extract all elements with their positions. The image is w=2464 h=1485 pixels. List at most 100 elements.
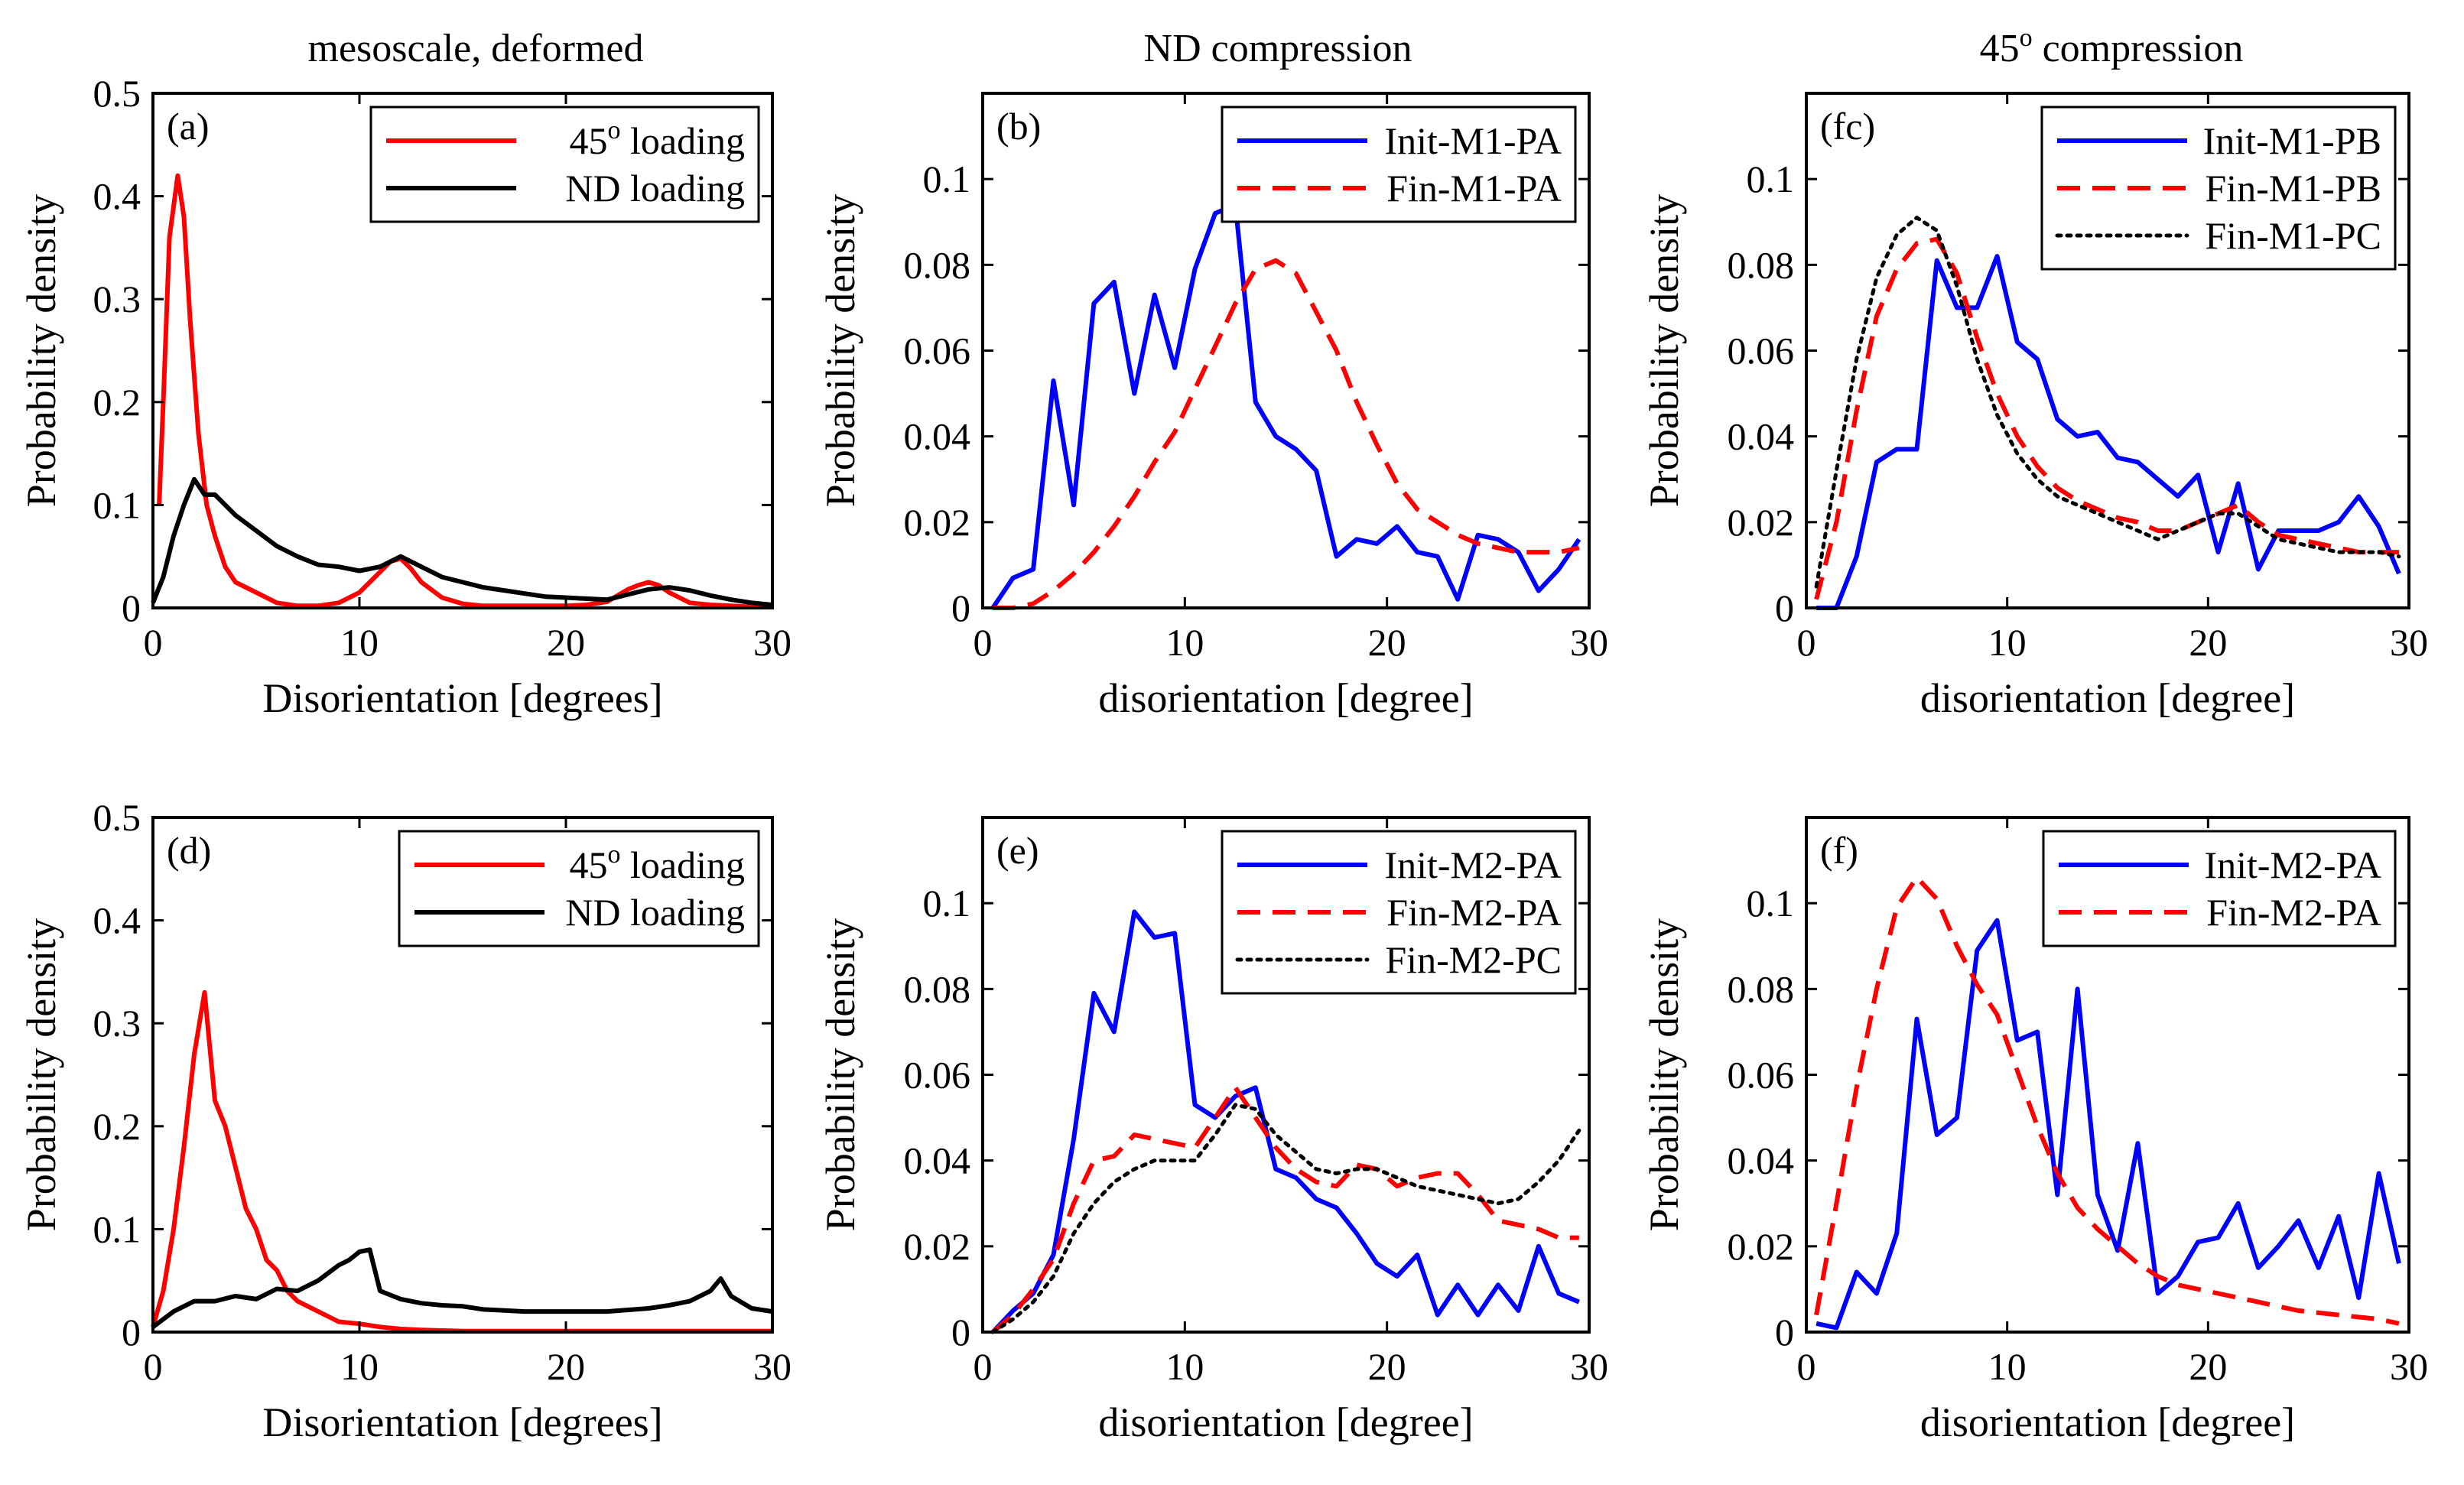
y-tick-label-c-0: 0: [1775, 587, 1794, 629]
x-axis-label-e: disorientation [degree]: [1098, 1399, 1473, 1445]
x-tick-label-f-3: 30: [2390, 1345, 2428, 1388]
y-tick-label-d-5: 0.5: [93, 796, 141, 839]
y-tick-label-c-2: 0.04: [1728, 415, 1795, 458]
y-tick-label-c-4: 0.08: [1728, 243, 1795, 286]
panel-e: 0 10 20 30 0 0.02 0.04 0.06 0.08 0.1 disorientatio…: [818, 816, 1608, 1445]
panel-label-e: (e): [996, 829, 1039, 872]
x-tick-label-a-3: 30: [753, 621, 792, 664]
series-line-a-1: [157, 173, 772, 609]
y-tick-label-b-3: 0.06: [904, 330, 971, 372]
y-tick-label-f-3: 0.06: [1728, 1054, 1795, 1097]
y-tick-label-b-1: 0.02: [904, 501, 971, 544]
legend-label-a-1: 45o loading: [570, 116, 745, 162]
panel-d: 0 10 20 30 0 0.1 0.2 0.3 0.4 0.5 Disorientation [d…: [18, 796, 792, 1445]
y-tick-label-d-2: 0.2: [93, 1105, 141, 1148]
panel-a: 0 10 20 30 0 0.1 0.2 0.3 0.4 0.5 Disorientation [d…: [18, 72, 792, 721]
legend-label-e-2: Fin-M2-PA: [1386, 891, 1562, 934]
legend-label-e-1: Init-M2-PA: [1384, 843, 1562, 886]
y-tick-label-d-4: 0.4: [93, 899, 141, 942]
y-tick-label-f-2: 0.04: [1728, 1139, 1795, 1182]
legend-box-e: [1221, 830, 1577, 995]
x-tick-label-f-1: 10: [1988, 1345, 2027, 1388]
y-tick-label-a-0: 0: [122, 587, 141, 629]
series-line-c-2: [1814, 236, 2399, 600]
y-tick-label-a-5: 0.5: [93, 72, 141, 115]
x-axis-label-f: disorientation [degree]: [1920, 1399, 2295, 1445]
y-tick-label-a-2: 0.2: [93, 381, 141, 424]
x-tick-label-e-0: 0: [974, 1345, 993, 1388]
legend-label-b-2: Fin-M1-PA: [1386, 167, 1562, 210]
series-line-c-3: [1814, 216, 2401, 589]
x-tick-label-d-3: 30: [753, 1345, 792, 1388]
x-tick-label-b-1: 10: [1165, 621, 1204, 664]
y-tick-label-e-4: 0.08: [904, 967, 971, 1010]
panel-label-d: (d): [167, 829, 211, 872]
y-tick-label-d-1: 0.1: [93, 1207, 141, 1250]
x-axis-label-b: disorientation [degree]: [1098, 675, 1473, 721]
legend-label-c-1: Init-M1-PB: [2203, 119, 2381, 162]
y-axis-label-d: Probability density: [18, 918, 64, 1231]
series-line-d-2: [151, 1247, 773, 1329]
x-tick-label-c-3: 30: [2390, 621, 2428, 664]
x-tick-label-c-2: 20: [2189, 621, 2227, 664]
legend-label-f-1: Init-M2-PA: [2204, 843, 2381, 886]
x-axis-label-a: Disorientation [degrees]: [262, 675, 662, 721]
y-tick-label-e-1: 0.02: [904, 1225, 971, 1268]
x-tick-label-d-0: 0: [144, 1345, 163, 1388]
y-tick-label-f-5: 0.1: [1747, 882, 1795, 924]
panel-b: 0 10 20 30 0 0.02 0.04 0.06 0.08 0.1 disorientatio…: [818, 92, 1608, 721]
column-title-45-compression: 45o compression: [1980, 24, 2244, 70]
legend-label-c-3: Fin-M1-PC: [2205, 214, 2381, 257]
y-tick-label-f-4: 0.08: [1728, 967, 1795, 1010]
y-tick-label-a-3: 0.3: [93, 278, 141, 320]
x-tick-label-b-3: 30: [1570, 621, 1608, 664]
series-line-b-1: [990, 202, 1581, 609]
legend-box-a: [369, 106, 760, 223]
legend-box-f: [2042, 830, 2397, 947]
y-axis-label-b: Probability density: [818, 194, 863, 507]
y-tick-label-d-3: 0.3: [93, 1002, 141, 1045]
panels: 0 10 20 30 0 0.1 0.2 0.3 0.4 0.5 Disorientation [d…: [18, 72, 2428, 1445]
series-line-b-2: [993, 258, 1580, 610]
x-tick-label-d-1: 10: [340, 1345, 379, 1388]
column-title-nd-compression: ND compression: [1144, 27, 1412, 70]
y-axis-label-e: Probability density: [818, 918, 863, 1231]
legend-label-f-2: Fin-M2-PA: [2206, 891, 2381, 934]
y-tick-label-c-3: 0.06: [1728, 330, 1795, 372]
legend-box-b: [1221, 106, 1577, 223]
y-tick-label-d-0: 0: [122, 1311, 141, 1353]
x-tick-label-e-2: 20: [1368, 1345, 1406, 1388]
y-tick-label-c-5: 0.1: [1747, 158, 1795, 200]
legend-b: Init-M1-PA Fin-M1-PA: [1221, 106, 1577, 223]
series-line-f-1: [1815, 918, 2401, 1331]
series-line-d-1: [151, 989, 772, 1334]
legend-label-d-2: ND loading: [565, 891, 745, 934]
y-tick-label-b-2: 0.04: [904, 415, 971, 458]
x-tick-label-c-1: 10: [1988, 621, 2027, 664]
x-tick-label-a-1: 10: [340, 621, 379, 664]
y-tick-label-f-1: 0.02: [1728, 1225, 1795, 1268]
legend-box-d: [398, 830, 760, 947]
column-title-mesoscale: mesoscale, deformed: [308, 27, 644, 70]
y-tick-label-a-4: 0.4: [93, 175, 141, 218]
x-tick-label-f-2: 20: [2189, 1345, 2227, 1388]
series-line-e-1: [991, 909, 1580, 1334]
legend-label-d-1: 45o loading: [570, 840, 745, 886]
y-tick-label-e-2: 0.04: [904, 1139, 971, 1182]
x-tick-label-f-0: 0: [1797, 1345, 1816, 1388]
legend-label-b-1: Init-M1-PA: [1384, 119, 1562, 162]
y-axis-label-c: Probability density: [1641, 194, 1687, 507]
y-axis-label-a: Probability density: [18, 194, 64, 507]
y-tick-label-c-1: 0.02: [1728, 501, 1795, 544]
legend-label-a-2: ND loading: [565, 167, 745, 210]
x-tick-label-e-1: 10: [1165, 1345, 1204, 1388]
x-tick-label-a-2: 20: [547, 621, 585, 664]
y-tick-label-b-5: 0.1: [923, 158, 971, 200]
y-tick-label-b-4: 0.08: [904, 243, 971, 286]
x-tick-label-b-0: 0: [974, 621, 993, 664]
y-tick-label-a-1: 0.1: [93, 483, 141, 526]
x-tick-label-d-2: 20: [547, 1345, 585, 1388]
y-tick-label-b-0: 0: [951, 587, 970, 629]
